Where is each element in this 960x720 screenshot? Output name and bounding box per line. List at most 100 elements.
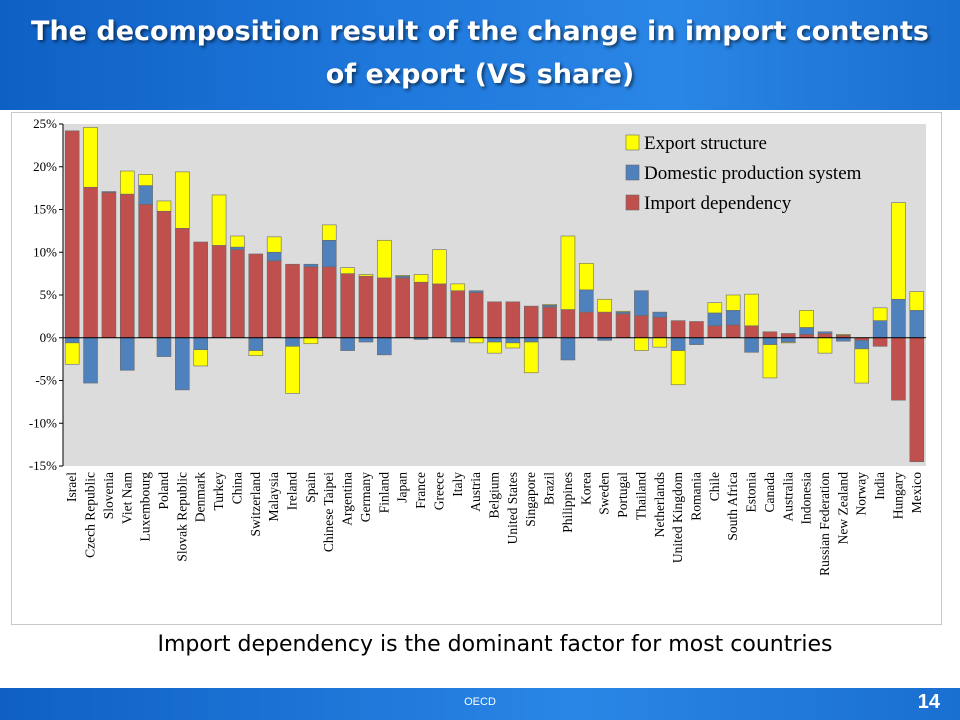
export-structure-bar	[707, 302, 723, 314]
import-dependency-bar	[248, 253, 264, 339]
import-dependency-bar	[266, 260, 282, 339]
export-structure-bar	[542, 304, 557, 306]
x-tick-label: Slovenia	[101, 472, 116, 519]
export-structure-bar	[799, 310, 814, 328]
export-structure-bar	[321, 224, 337, 241]
import-dependency-bar	[156, 210, 172, 339]
domestic-production-bar	[872, 320, 888, 339]
slide-title-line-1: The decomposition result of the change i…	[31, 16, 929, 47]
page-number: 14	[917, 691, 940, 713]
import-dependency-bar	[707, 325, 723, 339]
x-tick-label: Hungary	[890, 472, 905, 519]
export-structure-bar	[83, 127, 98, 188]
export-structure-bar	[854, 348, 870, 384]
slide-footer: OECD 14	[0, 688, 960, 720]
x-tick-label: Luxembourg	[138, 472, 153, 542]
domestic-production-bar	[579, 289, 594, 313]
export-structure-bar	[432, 249, 447, 285]
footer-org: OECD	[464, 696, 496, 708]
domestic-production-bar	[285, 337, 300, 347]
import-dependency-bar	[725, 324, 741, 339]
export-structure-bar	[468, 337, 484, 344]
export-structure-bar	[248, 350, 264, 357]
domestic-production-bar	[634, 290, 649, 316]
import-dependency-bar	[175, 228, 190, 339]
x-tick-label: France	[413, 472, 428, 509]
domestic-production-bar	[101, 191, 117, 193]
legend-swatch	[625, 164, 640, 181]
import-dependency-bar	[744, 325, 759, 339]
export-structure-bar	[872, 307, 888, 321]
y-tick-label: -15%	[29, 458, 57, 473]
domestic-production-bar	[340, 337, 355, 351]
import-dependency-bar	[377, 277, 392, 339]
domestic-production-bar	[138, 185, 153, 205]
export-structure-bar	[450, 283, 466, 292]
export-structure-bar	[266, 236, 282, 253]
y-tick-label: -5%	[35, 373, 57, 388]
import-dependency-bar	[523, 305, 539, 339]
x-tick-label: Thailand	[633, 472, 648, 520]
export-structure-bar	[64, 342, 80, 365]
domestic-production-bar	[230, 246, 245, 250]
import-dependency-bar	[83, 186, 98, 339]
x-tick-label: Turkey	[211, 472, 226, 511]
legend-label: Export structure	[644, 133, 767, 154]
slide-header: The decomposition result of the change i…	[0, 0, 960, 110]
x-tick-label: Romania	[688, 472, 703, 521]
x-tick-label: Netherlands	[652, 472, 667, 537]
domestic-production-bar	[156, 337, 172, 357]
x-tick-label: Estonia	[744, 472, 759, 513]
x-tick-label: South Africa	[725, 472, 740, 541]
import-dependency-bar	[781, 333, 796, 339]
domestic-production-bar	[83, 337, 98, 384]
x-tick-label: United States	[505, 472, 520, 544]
export-structure-bar	[560, 235, 576, 310]
import-dependency-bar	[432, 283, 447, 339]
domestic-production-bar	[193, 337, 208, 351]
export-structure-bar	[615, 310, 631, 313]
legend-swatch	[625, 194, 640, 211]
domestic-production-bar	[799, 327, 814, 335]
x-tick-label: Italy	[450, 472, 465, 497]
domestic-production-bar	[119, 337, 135, 371]
export-structure-bar	[156, 200, 172, 212]
export-structure-bar	[395, 275, 410, 277]
export-structure-bar	[138, 174, 153, 186]
export-structure-bar	[487, 341, 502, 354]
import-dependency-bar	[303, 266, 319, 339]
x-tick-label: Finland	[376, 472, 391, 514]
import-dependency-bar	[799, 334, 814, 339]
y-tick-label: 15%	[33, 202, 57, 217]
x-tick-label: Switzerland	[248, 472, 263, 537]
x-tick-label: Poland	[156, 472, 171, 510]
x-tick-label: Singapore	[523, 472, 538, 527]
export-structure-bar	[285, 346, 300, 394]
domestic-production-bar	[817, 331, 833, 334]
import-dependency-bar	[101, 192, 117, 339]
export-structure-bar	[744, 293, 759, 327]
domestic-production-bar	[248, 337, 264, 351]
export-structure-bar	[413, 274, 429, 283]
x-tick-label: China	[229, 472, 244, 504]
domestic-production-bar	[725, 310, 741, 326]
x-tick-label: Canada	[762, 472, 777, 512]
import-dependency-bar	[560, 309, 576, 339]
import-dependency-bar	[689, 321, 704, 339]
import-dependency-bar	[597, 311, 612, 339]
y-tick-label: -10%	[29, 415, 57, 430]
export-structure-bar	[303, 337, 319, 345]
domestic-production-bar	[762, 337, 778, 345]
import-dependency-bar	[487, 301, 502, 339]
x-tick-label: New Zealand	[835, 472, 850, 545]
x-tick-label: Australia	[780, 472, 795, 522]
export-structure-bar	[891, 202, 906, 300]
import-dependency-bar	[119, 193, 135, 339]
x-tick-label: Chile	[707, 472, 722, 501]
import-dependency-bar	[340, 273, 355, 339]
x-tick-label: Chinese Taipei	[321, 472, 336, 552]
domestic-production-bar	[891, 298, 906, 339]
export-structure-bar	[193, 349, 208, 367]
x-tick-label: Spain	[303, 472, 318, 503]
export-structure-bar	[597, 298, 612, 313]
